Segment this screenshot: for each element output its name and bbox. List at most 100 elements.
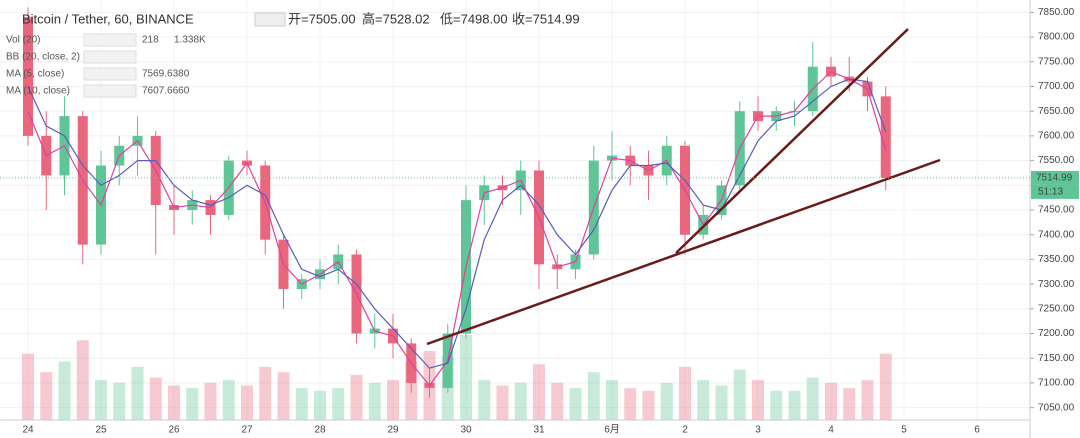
volume-bar (587, 372, 600, 420)
candle-body (880, 96, 891, 178)
volume-bar (752, 380, 764, 420)
volume-bar (788, 390, 801, 420)
volume-bar (40, 372, 53, 420)
volume-pane (22, 335, 892, 420)
y-tick-label: 7400.00 (1038, 229, 1075, 240)
volume-bar (204, 382, 217, 420)
x-tick-label: 28 (314, 425, 326, 436)
symbol: Bitcoin / Tether, 60, BINANCE (22, 11, 194, 26)
volume-bar (368, 382, 381, 420)
x-tick-label: 24 (22, 425, 34, 436)
y-tick-label: 7100.00 (1038, 378, 1075, 389)
volume-bar (733, 369, 746, 420)
legend-icons[interactable] (83, 84, 137, 98)
volume-bar (332, 388, 345, 420)
y-tick-label: 7800.00 (1038, 32, 1075, 43)
volume-bar (168, 385, 180, 420)
legend-icons[interactable] (83, 67, 137, 81)
legend-value: 218 (142, 35, 159, 46)
icons[interactable] (254, 12, 286, 27)
volume-bar (186, 388, 199, 420)
x-tick-label: 5 (901, 425, 907, 436)
volume-bar (697, 380, 710, 420)
legend-value: 1.338K (174, 35, 206, 46)
volume-bar (460, 335, 472, 420)
x-tick-label: 30 (460, 425, 472, 436)
volume-bar (606, 380, 618, 420)
volume-bar (241, 385, 253, 420)
countdown-tag (1031, 184, 1079, 199)
volume-bar (314, 390, 326, 420)
legend-value: 7607.6660 (142, 86, 190, 97)
y-tick-label: 7150.00 (1038, 353, 1075, 364)
trend-line[interactable] (426, 158, 941, 346)
legend-name: BB (20, close, 2) (6, 52, 80, 63)
legend: Vol (20) 218 1.338K BB (20, close, 2) MA (5,… (6, 33, 206, 98)
y-tick-label: 7200.00 (1038, 328, 1075, 339)
legend-name: MA (5, close) (6, 69, 64, 80)
x-tick-label: 3 (755, 425, 761, 436)
y-tick-label: 7600.00 (1038, 131, 1075, 142)
legend-icons[interactable] (83, 33, 137, 47)
volume-bar (496, 385, 509, 420)
y-tick-label: 7050.00 (1038, 402, 1075, 413)
y-tick-label: 7250.00 (1038, 303, 1075, 314)
ma-line (27, 70, 887, 387)
last-price-label: 7514.99 (1036, 173, 1073, 184)
volume-bar (222, 380, 235, 420)
volume-bar (770, 390, 783, 420)
last-price-tag (1031, 170, 1079, 185)
y-tick-label: 7650.00 (1038, 106, 1075, 117)
volume-bar (350, 374, 363, 420)
ohlc-open: 开=7505.00 (288, 11, 356, 26)
volume-bar (295, 388, 308, 420)
x-tick-label: 26 (168, 425, 180, 436)
countdown: 51:13 (1038, 187, 1063, 198)
volume-bar (624, 388, 637, 420)
ohlc-high: 高=7528.02 (362, 11, 430, 26)
legend-name: Vol (20) (6, 35, 40, 46)
ma-line (27, 78, 887, 369)
legend-value: 7569.6380 (142, 69, 190, 80)
legend-name: MA (10, close) (6, 86, 70, 97)
volume-bar (879, 353, 892, 420)
x-tick-label: 31 (533, 425, 545, 436)
volume-bar (387, 380, 399, 420)
volume-bar (569, 388, 582, 420)
volume-bar (131, 366, 144, 420)
volume-bar (715, 385, 728, 420)
volume-bar (277, 372, 290, 420)
y-tick-label: 7700.00 (1038, 81, 1075, 92)
y-tick-label: 7850.00 (1038, 7, 1075, 18)
volume-bar (861, 380, 874, 420)
volume-bar (259, 366, 272, 420)
x-tick-label: 25 (95, 425, 107, 436)
volume-bar (679, 366, 691, 420)
volume-bar (533, 364, 545, 420)
volume-bar (58, 361, 71, 420)
x-tick-label: 6 (974, 425, 980, 436)
volume-bar (149, 377, 162, 420)
trend-line[interactable] (675, 28, 909, 254)
volume-bar (22, 353, 34, 420)
volume-bar (660, 382, 673, 420)
ohlc-close: 收=7514.99 (512, 11, 580, 26)
volume-bar (478, 380, 491, 420)
volume-bar (825, 382, 837, 420)
y-tick-label: 7550.00 (1038, 155, 1075, 166)
volume-bar (843, 388, 856, 420)
volume-bar (76, 340, 89, 420)
y-tick-label: 7350.00 (1038, 254, 1075, 265)
ohlc-low: 低=7498.00 (440, 11, 508, 26)
y-tick-label: 7750.00 (1038, 56, 1075, 67)
legend-icons[interactable] (83, 50, 137, 64)
volume-bar (642, 390, 655, 420)
volume-bar (551, 382, 564, 420)
y-tick-label: 7450.00 (1038, 205, 1075, 216)
volume-bar (806, 377, 819, 420)
volume-bar (113, 382, 126, 420)
x-tick-label: 27 (241, 425, 253, 436)
x-tick-label: 4 (828, 425, 834, 436)
ma-lines (27, 70, 887, 387)
